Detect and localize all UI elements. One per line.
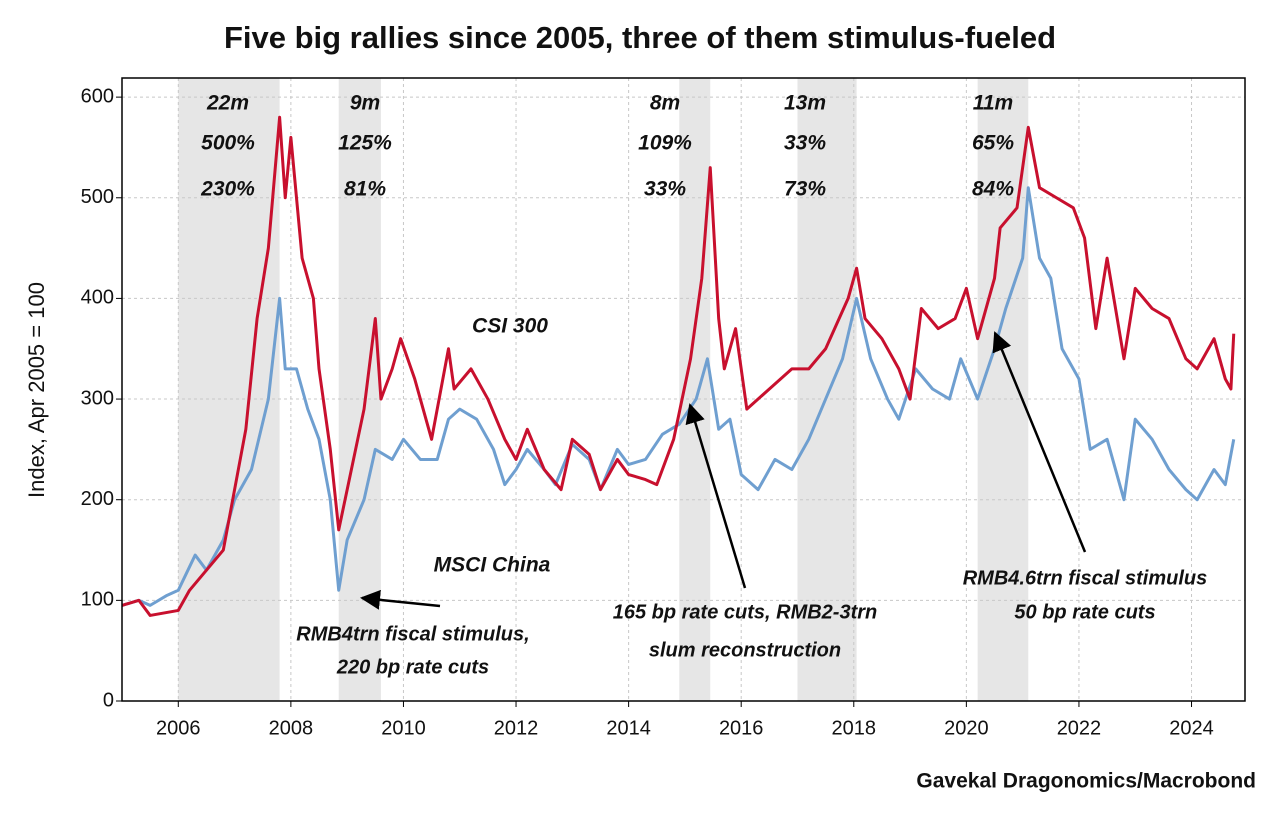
annotation: 165 bp rate cuts, RMB2-3trn — [613, 601, 878, 623]
rally-csi: 500% — [201, 132, 255, 155]
y-tick-label: 500 — [81, 186, 114, 208]
y-tick-label: 200 — [81, 488, 114, 510]
y-tick-label: 400 — [81, 287, 114, 309]
y-axis-label: Index, Apr 2005 = 100 — [24, 282, 49, 498]
annotation-arrow — [360, 589, 441, 610]
x-tick-label: 2010 — [381, 717, 426, 739]
annotation: 220 bp rate cuts — [336, 656, 489, 678]
x-tick-label: 2018 — [832, 717, 877, 739]
annotation-arrow — [992, 331, 1087, 553]
rally-csi: 33% — [784, 132, 826, 155]
rally-duration: 9m — [350, 92, 380, 115]
rally-msci: 84% — [972, 178, 1014, 201]
x-tick-label: 2022 — [1057, 717, 1102, 739]
series-label: MSCI China — [434, 554, 551, 577]
rally-duration: 11m — [973, 92, 1013, 115]
annotation-arrow — [685, 403, 747, 589]
chart-title: Five big rallies since 2005, three of th… — [224, 20, 1056, 55]
rally-duration: 22m — [206, 92, 249, 115]
y-tick-label: 0 — [103, 689, 114, 711]
y-tick-label: 100 — [81, 589, 114, 611]
rally-msci: 81% — [344, 178, 386, 201]
y-tick-label: 300 — [81, 387, 114, 409]
x-tick-label: 2020 — [944, 717, 989, 739]
rally-msci: 33% — [644, 178, 686, 201]
x-tick-label: 2006 — [156, 717, 201, 739]
x-tick-label: 2008 — [269, 717, 314, 739]
annotation: RMB4trn fiscal stimulus, — [296, 623, 529, 645]
rally-duration: 13m — [784, 92, 826, 115]
rally-msci: 230% — [200, 178, 255, 201]
x-tick-label: 2012 — [494, 717, 539, 739]
rally-csi: 125% — [338, 132, 392, 155]
rally-shade — [338, 78, 381, 701]
series-line — [121, 115, 1236, 617]
rally-csi: 109% — [638, 132, 692, 155]
rally-duration: 8m — [650, 92, 680, 115]
source: Gavekal Dragonomics/Macrobond — [916, 770, 1256, 793]
plot-frame — [121, 77, 1246, 702]
annotation: 50 bp rate cuts — [1014, 601, 1155, 623]
rally-shade — [178, 78, 280, 701]
rally-csi: 65% — [972, 132, 1014, 155]
annotation: RMB4.6trn fiscal stimulus — [963, 567, 1208, 589]
series-line — [121, 186, 1236, 607]
x-tick-label: 2024 — [1169, 717, 1214, 739]
annotation: slum reconstruction — [649, 639, 841, 661]
x-tick-label: 2014 — [606, 717, 651, 739]
series-label: CSI 300 — [472, 315, 548, 338]
rally-msci: 73% — [784, 178, 826, 201]
y-tick-label: 600 — [81, 85, 114, 107]
x-tick-label: 2016 — [719, 717, 764, 739]
rally-shade — [797, 78, 857, 701]
